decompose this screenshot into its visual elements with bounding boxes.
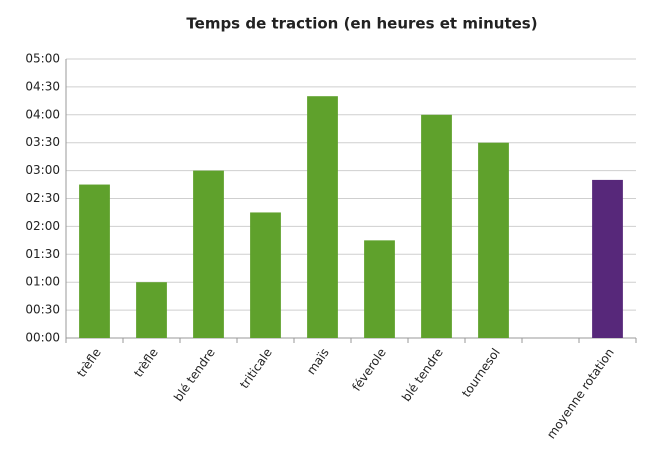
bar: [478, 142, 509, 338]
x-tick-label: blé tendre: [171, 346, 218, 404]
x-tick-label: tournesol: [459, 346, 503, 400]
chart-title: Temps de traction (en heures et minutes): [186, 15, 537, 33]
x-tick-label: trèfle: [74, 346, 104, 380]
bar: [136, 282, 167, 338]
y-tick-label: 05:00: [25, 52, 60, 66]
bar: [307, 96, 338, 338]
y-tick-label: 02:00: [25, 219, 60, 233]
bar: [79, 184, 110, 338]
x-tick-label: triticale: [237, 346, 275, 391]
y-tick-label: 01:30: [25, 247, 60, 261]
y-tick-label: 04:30: [25, 79, 60, 93]
y-tick-label: 01:00: [25, 275, 60, 289]
y-tick-label: 00:30: [25, 303, 60, 317]
y-tick-label: 04:00: [25, 107, 60, 121]
bar: [250, 212, 281, 338]
bar: [592, 179, 623, 338]
bar: [421, 114, 452, 338]
x-tick-label: moyenne rotation: [544, 346, 617, 442]
x-tick-label: blé tendre: [399, 346, 446, 404]
y-tick-label: 03:00: [25, 163, 60, 177]
bar: [364, 240, 395, 338]
y-tick-label: 00:00: [25, 331, 60, 345]
x-tick-label: féverole: [349, 346, 388, 394]
bar: [193, 170, 224, 338]
y-tick-label: 03:30: [25, 135, 60, 149]
x-tick-label: maïs: [304, 346, 332, 377]
x-tick-label: trèfle: [131, 346, 161, 380]
y-tick-label: 02:30: [25, 191, 60, 205]
